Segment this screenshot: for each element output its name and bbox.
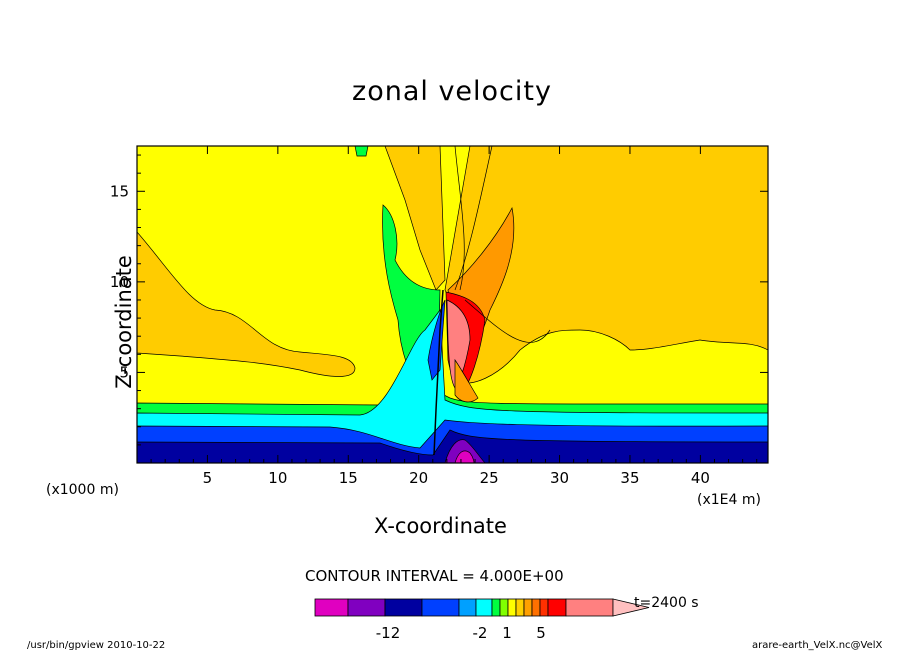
x-tick-label: 40 bbox=[691, 469, 710, 487]
colorbar-segment bbox=[499, 598, 509, 617]
footer-right: arare-earth_VelX.nc@VelX bbox=[752, 640, 883, 651]
colorbar-segment bbox=[384, 598, 423, 617]
x-tick-label: 30 bbox=[550, 469, 569, 487]
x-tick-label: 5 bbox=[203, 469, 213, 487]
x-axis-unit: (x1E4 m) bbox=[697, 492, 761, 508]
colorbar-segment bbox=[547, 598, 567, 617]
colorbar-label: -2 bbox=[473, 624, 488, 642]
y-axis-label: Z-coordinate bbox=[111, 255, 136, 389]
contour-field bbox=[137, 146, 768, 463]
contour-interval: CONTOUR INTERVAL = 4.000E+00 bbox=[305, 567, 564, 585]
colorbar-segment bbox=[475, 598, 493, 617]
colorbar-segment bbox=[314, 598, 349, 617]
axis-ticks: 5 10 15 20 25 30 35 40 5 10 15 bbox=[110, 146, 768, 487]
y-tick-label: 10 bbox=[110, 273, 129, 291]
contour-right-3 bbox=[464, 299, 551, 343]
interface-line bbox=[433, 289, 444, 456]
colorbar: -12 -2 1 5 bbox=[314, 598, 650, 642]
band-gold-right bbox=[444, 146, 768, 384]
x-axis-label: X-coordinate bbox=[374, 514, 507, 538]
colorbar-segment bbox=[515, 598, 525, 617]
colorbar-segment bbox=[347, 598, 386, 617]
colorbar-segment bbox=[539, 598, 549, 617]
colorbar-segment bbox=[531, 598, 541, 617]
colorbar-segment bbox=[523, 598, 533, 617]
chart-title: zonal velocity bbox=[352, 76, 552, 107]
contour-right-2 bbox=[454, 146, 493, 291]
x-tick-label: 35 bbox=[620, 469, 639, 487]
y-tick-label: 15 bbox=[110, 182, 129, 200]
x-tick-label: 15 bbox=[339, 469, 358, 487]
y-tick-label: 5 bbox=[119, 363, 129, 381]
y-axis-unit: (x1000 m) bbox=[46, 482, 119, 498]
colorbar-segment bbox=[507, 598, 517, 617]
colorbar-label: -12 bbox=[376, 624, 401, 642]
colorbar-segment bbox=[458, 598, 477, 617]
band-orange-low bbox=[454, 358, 479, 403]
band-green-top bbox=[354, 146, 369, 157]
band-cyan bbox=[137, 309, 768, 463]
colorbar-arrow bbox=[612, 598, 650, 617]
x-tick-label: 20 bbox=[409, 469, 428, 487]
contour-right-1 bbox=[454, 146, 465, 291]
colorbar-segment bbox=[491, 598, 501, 617]
x-tick-label: 25 bbox=[480, 469, 499, 487]
colorbar-segment bbox=[565, 598, 614, 617]
footer-left: /usr/bin/gpview 2010-10-22 bbox=[27, 640, 166, 651]
colorbar-segment bbox=[421, 598, 460, 617]
colorbar-label: 1 bbox=[502, 624, 512, 642]
colorbar-label: 5 bbox=[536, 624, 546, 642]
time-label: t=2400 s bbox=[634, 595, 699, 611]
plot-frame bbox=[136, 145, 769, 464]
x-tick-label: 10 bbox=[268, 469, 287, 487]
band-gold-left bbox=[137, 146, 356, 377]
